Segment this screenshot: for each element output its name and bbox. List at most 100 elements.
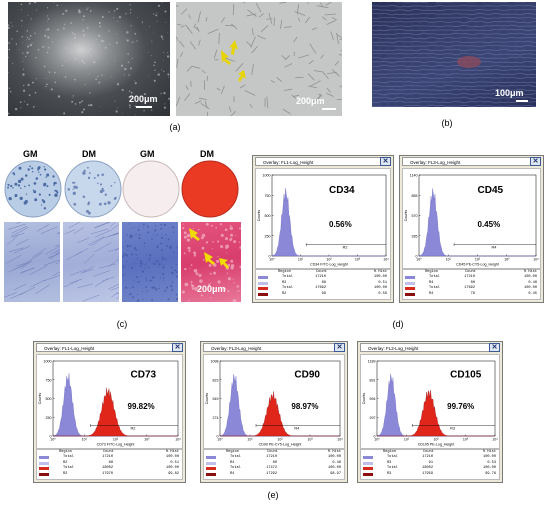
x-tick-label: 10⁰ [374, 438, 380, 442]
table-cell: 100.00 [328, 466, 341, 470]
table-cell: Total [230, 455, 241, 459]
column-header: % Hist [524, 270, 537, 274]
region-table: Region Count % Hist Total 17210 100.00 R2 88 0.5… [36, 449, 183, 480]
table-cell: 100.00 [374, 286, 387, 290]
series-swatch [206, 461, 216, 465]
table-cell: 0.45 [528, 291, 537, 296]
table-cell: 99.82 [168, 471, 179, 476]
x-tick-label: 10⁰ [416, 258, 422, 262]
table-cell: 80 [272, 460, 277, 465]
y-tick-label: 570 [412, 214, 418, 218]
y-axis-label: Counts [38, 393, 42, 405]
close-icon[interactable]: ✕ [334, 343, 345, 352]
percent-label: 98.97% [291, 402, 318, 411]
table-cell: 79 [470, 291, 475, 296]
gate-label: R4 [492, 246, 497, 250]
micrograph-a-colony: 200μm [8, 2, 170, 116]
x-tick-label: 10¹ [247, 438, 253, 442]
table-row: R2 88 0.51 [256, 281, 390, 286]
table-row: R4 17292 98.97 [204, 472, 344, 477]
close-icon[interactable]: ✕ [172, 343, 183, 352]
cell-texture [176, 2, 342, 116]
table-cell: 100.00 [524, 275, 537, 279]
close-icon[interactable]: ✕ [489, 343, 500, 352]
x-axis-label: CD34 FITC-Log_Height [310, 263, 348, 267]
table-cell: 17292 [266, 471, 277, 476]
label-gm: GM [23, 149, 38, 159]
y-tick-label: 0 [416, 255, 418, 259]
negative-histogram [418, 188, 536, 257]
micrograph-a-cells: 200μm [176, 2, 342, 116]
x-tick-label: 10¹ [82, 438, 88, 442]
table-row: Total 17472 100.00 [204, 466, 344, 471]
x-tick-label: 10⁰ [50, 438, 56, 442]
y-tick-label: 500 [265, 214, 271, 218]
series-swatch [39, 461, 49, 465]
table-cell: 17472 [266, 466, 277, 470]
table-row: Total 18002 100.00 [361, 466, 499, 471]
table-cell: R4 [429, 280, 434, 285]
table-header: Region Count % Hist [256, 270, 390, 275]
x-tick-label: 10³ [355, 258, 361, 262]
table-cell: R2 [63, 471, 68, 476]
table-header: Region Count % Hist [403, 270, 540, 275]
flow-window-cd45: Overlay: FL3-Log_Height ✕ 1140 855 570 285 0 10… [399, 155, 544, 303]
column-header: Count [267, 450, 278, 454]
panel-label-c: (c) [116, 319, 128, 329]
window-title: Overlay: FL3-Log_Height [203, 343, 345, 352]
y-tick-label: 250 [265, 234, 271, 238]
y-tick-label: 0 [269, 255, 271, 259]
scale-label: 200μm [296, 96, 325, 106]
close-icon[interactable]: ✕ [530, 157, 541, 166]
gate-label: R3 [450, 427, 455, 431]
table-row: R2 99 0.56 [256, 292, 390, 297]
series-swatch [405, 276, 415, 279]
table-cell: 0.53 [487, 460, 496, 465]
column-header: Region [278, 270, 291, 274]
y-tick-label: 285 [412, 234, 418, 238]
fiber-texture [63, 222, 119, 302]
column-header: Count [465, 270, 476, 274]
series-swatch [206, 472, 216, 476]
percent-label: 0.56% [329, 220, 352, 229]
gate-label: R2 [343, 246, 348, 250]
table-cell: R4 [230, 460, 235, 465]
stain-dm-2: 200μm [181, 222, 241, 302]
y-tick-label: 500 [46, 397, 52, 401]
table-cell: 100.00 [374, 275, 387, 279]
scale-label: 200μm [197, 284, 226, 294]
series-swatch [258, 287, 268, 290]
marker-label: CD105 [450, 370, 482, 381]
positive-histogram [377, 389, 495, 437]
region-table: Region Count % Hist Total 17210 100.00 R3 91 0.5… [360, 449, 500, 480]
table-row: Total 17210 100.00 [37, 455, 182, 460]
positive-histogram [220, 391, 340, 437]
x-axis-label: CD73 FITC-Log_Height [97, 443, 135, 447]
label-dm: DM [200, 149, 214, 159]
close-icon[interactable]: ✕ [380, 157, 391, 166]
flow-window-cd73: Overlay: FL1-Log_Height ✕ 1000 750 500 250 0 10… [33, 341, 186, 483]
scale-label: 200μm [129, 94, 158, 104]
series-swatch [39, 467, 49, 470]
table-cell: Total [387, 455, 398, 459]
table-row: Total 18002 100.00 [37, 466, 182, 471]
culture-wells [4, 160, 239, 218]
marker-label: CD34 [329, 185, 355, 196]
y-tick-label: 823 [213, 378, 219, 382]
table-cell: 100.00 [166, 466, 179, 470]
table-cell: 17210 [266, 455, 277, 459]
label-gm: GM [140, 149, 155, 159]
table-cell: 100.00 [166, 455, 179, 459]
y-tick-label: 1098 [211, 360, 219, 364]
table-cell: Total [63, 466, 74, 470]
stain-dm-1 [63, 222, 119, 302]
table-cell: 17970 [102, 471, 113, 476]
y-axis-label: Counts [205, 393, 209, 405]
panel-label-b: (b) [441, 118, 453, 128]
gate-label: R2 [131, 427, 136, 431]
x-tick-label: 10⁰ [269, 258, 275, 262]
marker-label: CD90 [294, 370, 320, 381]
x-tick-label: 10² [113, 438, 119, 442]
y-axis-label: Counts [404, 210, 408, 222]
table-row: Total 17210 100.00 [256, 275, 390, 280]
